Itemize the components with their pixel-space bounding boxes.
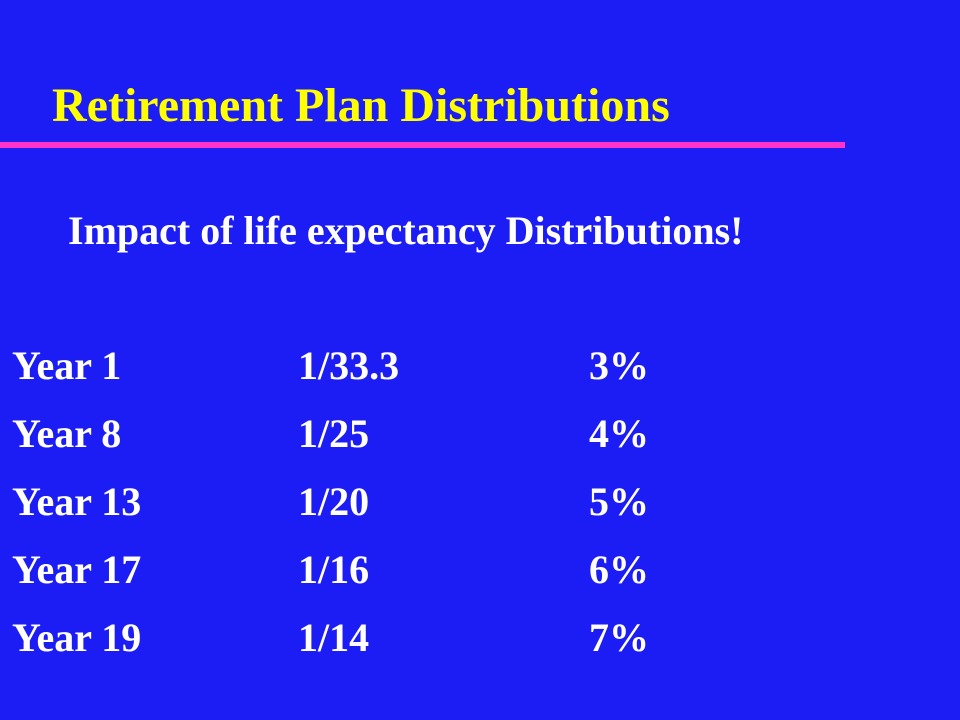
row-fraction: 1/25 [298, 411, 370, 456]
row-year: Year 17 [12, 547, 142, 592]
table-row: Year 1 1/33.3 3% [12, 340, 912, 408]
row-percent: 7% [589, 615, 649, 660]
row-percent: 5% [589, 479, 649, 524]
row-fraction: 1/16 [298, 547, 370, 592]
table-row: Year 19 1/14 7% [12, 612, 912, 680]
table-row: Year 17 1/16 6% [12, 544, 912, 612]
slide-subtitle: Impact of life expectancy Distributions! [68, 208, 744, 253]
slide-title: Retirement Plan Distributions [52, 79, 670, 132]
table-row: Year 8 1/25 4% [12, 408, 912, 476]
row-percent: 6% [589, 547, 649, 592]
row-fraction: 1/20 [298, 479, 370, 524]
row-year: Year 1 [12, 343, 122, 388]
row-year: Year 13 [12, 479, 142, 524]
row-year: Year 19 [12, 615, 142, 660]
row-fraction: 1/14 [298, 615, 370, 660]
distribution-table: Year 1 1/33.3 3% Year 8 1/25 4% Year 13 … [12, 340, 912, 680]
row-year: Year 8 [12, 411, 122, 456]
title-underline-rule [0, 142, 845, 148]
row-percent: 3% [589, 343, 649, 388]
row-fraction: 1/33.3 [298, 343, 400, 388]
table-row: Year 13 1/20 5% [12, 476, 912, 544]
row-percent: 4% [589, 411, 649, 456]
